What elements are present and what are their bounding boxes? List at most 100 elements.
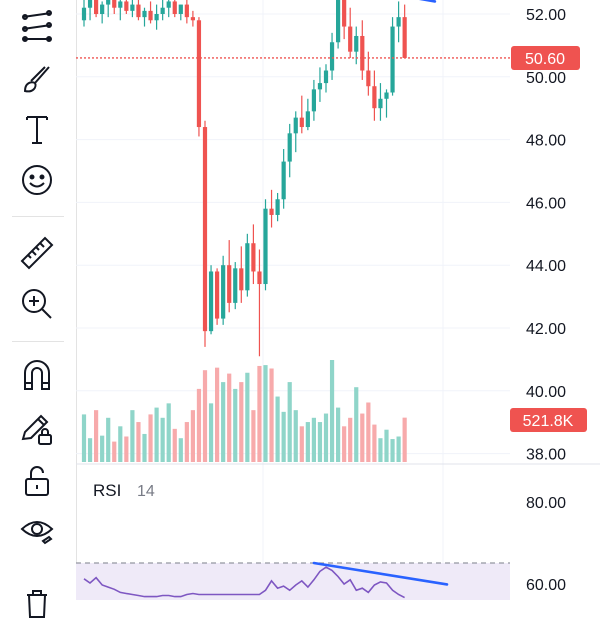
volume-bar xyxy=(342,426,347,462)
volume-bar xyxy=(208,403,214,462)
volume-bar xyxy=(390,439,395,462)
candle-body xyxy=(245,243,250,291)
candle-body xyxy=(372,86,377,109)
volume-bar xyxy=(336,407,341,462)
volume-bar xyxy=(106,417,111,462)
candle-body xyxy=(317,83,323,90)
volume-bar xyxy=(142,433,147,462)
volume-bar xyxy=(166,403,171,462)
price-scale[interactable]: 52.00 50.00 48.00 46.00 44.00 42.00 40.00 38.00 xyxy=(526,7,566,464)
volume-bar xyxy=(118,426,123,462)
volume-bar xyxy=(136,422,141,462)
candle-body xyxy=(233,268,238,303)
candle-body xyxy=(190,17,195,21)
volume-bar xyxy=(287,382,292,462)
candle-body xyxy=(208,271,214,332)
remove-tool[interactable] xyxy=(14,578,60,624)
unlock-icon xyxy=(25,466,49,496)
volume-bar xyxy=(160,417,165,462)
measure-tool[interactable] xyxy=(14,230,60,276)
price-scale-label: 48.00 xyxy=(526,133,566,150)
candle-body xyxy=(263,208,268,285)
candle-body xyxy=(154,14,159,21)
volume-bar xyxy=(329,360,335,462)
candle-body xyxy=(142,10,147,18)
volume-bar xyxy=(366,402,371,462)
toolbar-separator xyxy=(12,216,64,217)
brush-icon xyxy=(23,66,50,93)
zoom-in-tool[interactable] xyxy=(14,281,60,327)
trend-lines[interactable] xyxy=(312,0,449,586)
candle-body xyxy=(87,0,93,8)
price-scale-label: 42.00 xyxy=(526,321,566,338)
candle-body xyxy=(94,0,99,14)
candle-body xyxy=(281,161,286,200)
volume-bar xyxy=(148,414,153,462)
candle-body xyxy=(112,0,117,8)
volume-bar xyxy=(269,368,274,462)
rsi-legend[interactable]: RSI 14 xyxy=(93,481,155,500)
candle-body xyxy=(299,117,304,128)
candle-body xyxy=(323,70,329,84)
volume-bar xyxy=(305,422,310,462)
volume-bar xyxy=(402,417,407,462)
price-scale-label: 38.00 xyxy=(526,447,566,464)
emoji-icon xyxy=(22,165,52,195)
magnet-tool[interactable] xyxy=(14,352,60,398)
volume-bar xyxy=(100,435,105,462)
candle-body xyxy=(342,0,347,27)
volume-bar xyxy=(251,410,256,462)
volume-bar xyxy=(202,370,208,462)
lock-drawings-tool[interactable] xyxy=(14,406,60,452)
volume-bar xyxy=(257,365,262,462)
volume-bar xyxy=(178,438,183,462)
volume-bar xyxy=(94,410,99,462)
volume-bar xyxy=(311,417,316,462)
volume-bar xyxy=(245,372,250,462)
current-volume-badge: 521.8K xyxy=(510,408,587,432)
volume-bar xyxy=(293,410,298,462)
text-tool[interactable] xyxy=(14,106,60,152)
lock-all-tool[interactable] xyxy=(14,458,60,504)
candle-body xyxy=(166,1,171,8)
candle-body xyxy=(390,26,395,93)
candle-body xyxy=(196,20,202,128)
rsi-background xyxy=(76,562,510,600)
candle-body xyxy=(136,4,141,18)
rsi-series-line xyxy=(83,566,405,599)
volume-bar xyxy=(227,373,232,462)
volume-bar xyxy=(184,422,189,462)
volume-bar xyxy=(172,428,177,462)
volume-bar xyxy=(263,365,268,462)
candle-body xyxy=(287,133,292,162)
volume-bar xyxy=(317,422,323,462)
candle-body xyxy=(293,117,298,134)
volume-bar xyxy=(372,424,377,462)
volume-bar xyxy=(378,438,383,462)
candle-body xyxy=(130,4,135,11)
chart-area[interactable]: 52.00 50.00 48.00 46.00 44.00 42.00 40.00 38.00… xyxy=(76,0,600,600)
volume-bar xyxy=(323,413,329,462)
price-scale-label: 40.00 xyxy=(526,384,566,401)
eye-icon xyxy=(20,521,54,545)
volume-bar xyxy=(275,396,280,462)
candle-body xyxy=(148,10,153,21)
pencil-lock-icon xyxy=(21,414,52,445)
candle-body xyxy=(360,35,365,71)
emoji-tool[interactable] xyxy=(14,157,60,203)
candle-body xyxy=(348,26,353,52)
volume-bar xyxy=(190,410,195,462)
text-icon xyxy=(26,116,48,144)
trend-line-tool[interactable] xyxy=(14,4,60,50)
candle-body xyxy=(184,4,189,18)
volume-bars xyxy=(81,360,407,462)
rsi-scale-label-80: 80.00 xyxy=(526,495,566,512)
current-price-label: 50.60 xyxy=(525,51,565,68)
candle-body xyxy=(81,7,87,21)
rsi-title: RSI xyxy=(93,481,121,500)
hide-drawings-tool[interactable] xyxy=(14,506,60,552)
brush-tool[interactable] xyxy=(14,56,60,102)
ruler-icon xyxy=(20,236,54,270)
volume-bar xyxy=(281,411,286,462)
grid xyxy=(76,0,510,600)
